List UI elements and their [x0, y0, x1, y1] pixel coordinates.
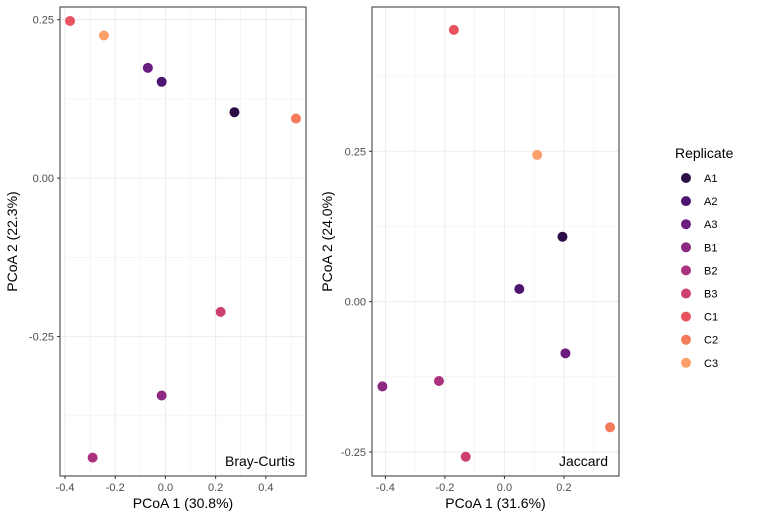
legend-label-c1: C1 [704, 312, 718, 324]
point-c1 [65, 15, 76, 26]
x-tick-label: -0.4 [56, 482, 75, 494]
y-tick-label: -0.25 [29, 332, 54, 344]
point-c2 [290, 113, 301, 124]
legend-label-a3: A3 [704, 219, 717, 231]
y-tick-label: 0.00 [345, 297, 366, 309]
panel-label: Jaccard [559, 453, 608, 469]
jaccard-panel: -0.4 -0.2 0.0 0.2 -0.25 0.00 0.25 PCoA 1 (31.6%… [319, 6, 620, 511]
x-tick-label: -0.2 [435, 482, 454, 494]
x-tick-label: -0.2 [106, 482, 125, 494]
point-b2 [433, 375, 444, 386]
legend-swatch-a3 [681, 219, 691, 230]
x-tick-label: 0.2 [556, 482, 571, 494]
point-a1 [229, 107, 240, 118]
legend-label-c2: C2 [704, 335, 718, 347]
x-axis-title: PCoA 1 (31.6%) [445, 495, 545, 511]
point-a2 [514, 284, 525, 295]
legend-swatch-c3 [681, 357, 691, 368]
legend-label-a2: A2 [704, 196, 717, 208]
legend-label-b2: B2 [704, 265, 717, 277]
y-axis-title: PCoA 2 (22.3%) [4, 191, 20, 291]
point-b3 [215, 306, 226, 317]
x-axis-title: PCoA 1 (30.8%) [133, 495, 233, 511]
legend-label-b3: B3 [704, 289, 717, 301]
panel-border [371, 6, 620, 477]
x-tick-label: 0.0 [497, 482, 512, 494]
point-a1 [557, 231, 568, 242]
y-tick-label: 0.25 [345, 146, 366, 158]
legend: Replicate A1 A2 A3 B1 B2 B3 C1 C2 C3 [675, 145, 734, 370]
legend-label-c3: C3 [704, 358, 718, 370]
legend-swatch-b2 [681, 265, 691, 276]
point-a3 [560, 348, 571, 359]
point-b1 [156, 390, 167, 401]
point-c3 [532, 149, 543, 160]
legend-swatch-c2 [681, 334, 691, 345]
panel-label: Bray-Curtis [225, 453, 295, 469]
point-c1 [448, 24, 459, 35]
legend-label-b1: B1 [704, 242, 717, 254]
x-tick-label: 0.2 [208, 482, 223, 494]
legend-label-a1: A1 [704, 173, 717, 185]
point-b3 [460, 451, 471, 462]
legend-title: Replicate [675, 145, 734, 161]
legend-swatch-a1 [681, 173, 691, 183]
bray-curtis-panel: -0.4 -0.2 0.0 0.2 0.4 -0.25 0.00 0.25 PCoA 1 (30… [4, 6, 307, 511]
legend-swatch-c1 [681, 311, 691, 322]
legend-swatch-b3 [681, 288, 691, 299]
y-tick-label: 0.25 [33, 15, 54, 27]
legend-swatch-a2 [681, 196, 691, 207]
x-tick-label: 0.0 [158, 482, 173, 494]
point-c2 [605, 422, 616, 433]
point-b2 [87, 452, 98, 463]
point-a2 [156, 76, 167, 87]
y-axis-title: PCoA 2 (24.0%) [319, 191, 335, 291]
x-tick-label: -0.4 [376, 482, 395, 494]
point-c3 [98, 30, 109, 41]
y-tick-label: 0.00 [33, 173, 54, 185]
point-a3 [142, 62, 153, 73]
point-b1 [377, 381, 388, 392]
x-tick-label: 0.4 [258, 482, 273, 494]
y-tick-label: -0.25 [341, 447, 366, 459]
panel-border [59, 6, 307, 477]
legend-swatch-b1 [681, 242, 691, 253]
